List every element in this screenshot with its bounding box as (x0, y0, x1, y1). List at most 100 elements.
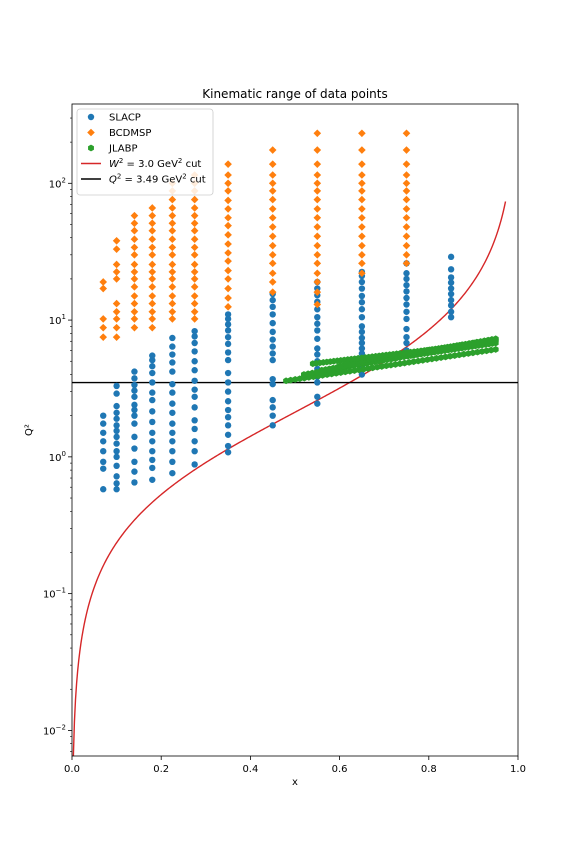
data-point (358, 179, 366, 188)
data-point (190, 268, 199, 276)
data-point (403, 339, 410, 347)
data-point (190, 251, 199, 259)
data-point (268, 288, 277, 296)
x-tick-label: 0.4 (242, 764, 258, 775)
data-point (168, 219, 177, 228)
data-point (313, 300, 322, 309)
data-point (190, 243, 199, 252)
data-point (100, 465, 107, 472)
data-point (190, 292, 199, 300)
data-point (346, 367, 353, 375)
data-point (451, 352, 458, 359)
data-point (456, 351, 463, 359)
data-point (99, 333, 108, 341)
data-point (190, 283, 199, 291)
data-point (191, 333, 198, 340)
series-slacp (100, 253, 455, 493)
x-tick-label: 0.0 (64, 764, 80, 775)
data-point (403, 333, 410, 341)
data-point (148, 268, 157, 276)
data-point (224, 388, 232, 395)
data-point (313, 187, 322, 195)
data-point (268, 241, 277, 250)
data-point (403, 288, 410, 295)
data-point (314, 320, 321, 327)
data-point (191, 358, 198, 365)
data-point (488, 346, 495, 354)
data-point (470, 341, 477, 349)
legend-label: Q2 = 3.49 GeV2 cut (109, 173, 206, 186)
data-point (268, 146, 277, 154)
x-axis-label: x (292, 777, 298, 788)
data-point (99, 323, 108, 332)
data-point (190, 195, 199, 204)
data-point (130, 243, 139, 252)
data-point (112, 307, 121, 316)
data-point (168, 260, 177, 269)
data-point (148, 315, 157, 323)
data-point (224, 315, 232, 323)
data-point (130, 219, 139, 228)
data-point (131, 468, 138, 475)
data-point (112, 260, 121, 269)
data-point (149, 352, 156, 359)
data-point (378, 363, 385, 370)
data-point (148, 292, 157, 300)
data-point (358, 129, 366, 138)
data-point (130, 275, 139, 283)
data-point (190, 226, 199, 235)
data-point (149, 464, 156, 472)
data-point (224, 406, 232, 414)
data-point (268, 232, 277, 241)
data-point (358, 350, 366, 357)
data-point (224, 413, 232, 421)
data-point (313, 269, 322, 278)
data-point (403, 315, 410, 323)
data-point (169, 343, 176, 350)
data-point (224, 422, 232, 429)
data-point (403, 301, 410, 308)
data-point (149, 429, 156, 436)
data-point (469, 349, 476, 357)
data-point (168, 283, 177, 291)
data-point (403, 308, 410, 315)
data-point (113, 390, 120, 397)
data-point (447, 285, 455, 292)
data-point (168, 268, 177, 276)
data-point (113, 447, 120, 455)
data-point (168, 292, 177, 300)
data-point (374, 363, 381, 371)
plot-area (72, 104, 518, 756)
legend-box (76, 108, 214, 196)
data-point (224, 340, 232, 348)
data-point (148, 211, 157, 220)
data-point (224, 431, 232, 438)
data-point (224, 379, 232, 386)
data-point (313, 205, 322, 213)
data-point (269, 311, 276, 318)
data-point (131, 458, 138, 466)
data-point (358, 187, 366, 195)
legend-label: JLABP (108, 144, 137, 155)
data-point (268, 223, 277, 231)
data-point (148, 260, 157, 269)
data-point (314, 379, 321, 386)
data-point (148, 323, 157, 332)
data-point (130, 211, 139, 220)
data-point (148, 226, 157, 235)
data-point (148, 299, 157, 308)
data-point (314, 400, 321, 407)
data-point (337, 369, 344, 376)
data-point (268, 205, 277, 213)
data-point (387, 361, 394, 369)
data-point (287, 376, 294, 384)
legend-marker-slacp (87, 113, 95, 121)
data-point (447, 253, 455, 261)
data-point (358, 299, 366, 306)
data-point (492, 346, 499, 353)
data-point (169, 469, 176, 477)
data-point (358, 306, 366, 313)
data-point (169, 368, 176, 375)
data-point (268, 213, 277, 222)
data-point (268, 187, 277, 195)
